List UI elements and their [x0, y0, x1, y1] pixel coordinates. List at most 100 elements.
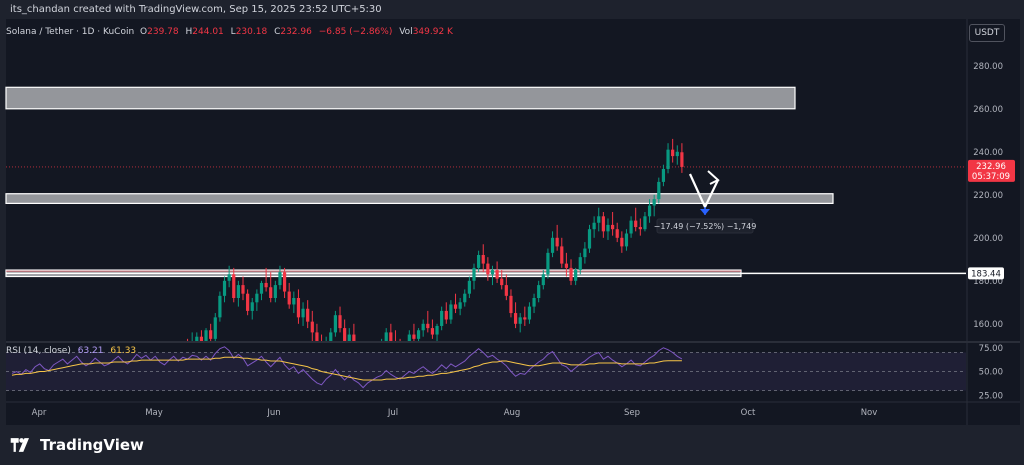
- candle-body: [546, 252, 550, 275]
- time-tick-label: May: [145, 408, 163, 418]
- candle-body: [191, 343, 194, 349]
- candle-body: [597, 216, 601, 223]
- candle-body: [213, 317, 217, 339]
- candle-body: [657, 181, 661, 200]
- price-scale: 280.00 260.00 240.00 220.00 200.00 180.00 160.…: [968, 62, 1015, 401]
- creator-credit: its_chandan created with TradingView.com…: [10, 4, 382, 15]
- candle-body: [195, 336, 199, 341]
- candle-body: [564, 263, 568, 268]
- candle-body: [287, 291, 291, 305]
- low-value: 230.18: [235, 27, 268, 37]
- candle-body: [629, 220, 633, 234]
- candle-body: [527, 306, 532, 320]
- candle-body: [89, 390, 92, 396]
- candle-body: [412, 334, 416, 339]
- rsi-legend[interactable]: RSI (14, close) 63.21 61.33: [6, 346, 136, 356]
- candle-body: [634, 220, 638, 228]
- candle-body: [583, 248, 587, 258]
- price-tick-label: 240.00: [973, 148, 1003, 158]
- candle-body: [541, 274, 545, 286]
- candle-body: [666, 149, 670, 169]
- change-value: −6.85 (−2.86%): [318, 27, 393, 37]
- candle-body: [407, 334, 411, 341]
- time-axis: Apr May Jun Jul Aug Sep Oct Nov: [32, 408, 878, 418]
- candle-body: [449, 304, 453, 320]
- candle-body: [523, 317, 527, 320]
- candle-body: [222, 280, 227, 296]
- candle-body: [560, 246, 564, 264]
- candle-body: [282, 272, 287, 292]
- candle-body: [671, 149, 675, 157]
- rsi-tick-label: 25.00: [979, 391, 1003, 401]
- time-tick-label: Jul: [387, 408, 398, 418]
- price-tick-label: 220.00: [973, 191, 1003, 201]
- time-tick-label: Sep: [624, 408, 640, 418]
- open-key: O: [140, 27, 148, 37]
- zones: [5, 86, 966, 278]
- candle-body: [550, 237, 555, 253]
- level-badge: 183.44: [968, 267, 1004, 280]
- countdown-label: 05:37:09: [972, 172, 1010, 182]
- candle-body: [606, 224, 610, 232]
- price-tick-label: 180.00: [973, 277, 1003, 287]
- close-value: 232.96: [280, 27, 312, 37]
- zone-box: [5, 193, 834, 205]
- candle-body: [380, 347, 383, 351]
- candle-body: [680, 152, 684, 167]
- open-value: 239.78: [147, 27, 179, 37]
- candle-body: [430, 328, 435, 335]
- rsi-tick-label: 75.00: [979, 344, 1003, 354]
- candle-body: [426, 323, 430, 329]
- candle-body: [421, 323, 425, 331]
- rsi-ma-line: [11, 356, 682, 381]
- candle-body: [440, 310, 444, 326]
- candle-body: [569, 267, 573, 281]
- candle-body: [504, 285, 508, 296]
- candle-body: [255, 293, 259, 303]
- rsi-tick-label: 50.00: [979, 368, 1003, 378]
- candle-body: [259, 282, 264, 294]
- candle-body: [246, 293, 250, 311]
- measure-label: −17.49 (−7.52%) −1,749: [654, 222, 757, 231]
- candle-body: [333, 315, 337, 333]
- candle-body: [264, 282, 268, 288]
- level-label: 183.44: [971, 269, 1001, 279]
- candle-body: [306, 308, 310, 322]
- candle-body: [347, 334, 351, 341]
- currency-button[interactable]: USDT: [969, 24, 1005, 42]
- candle-body: [209, 330, 213, 339]
- candle-body: [315, 332, 319, 341]
- candle-body: [338, 315, 342, 329]
- candles: [89, 138, 684, 396]
- candle-body: [204, 330, 208, 341]
- candle-body: [227, 274, 231, 281]
- time-tick-label: Aug: [504, 408, 521, 418]
- arrow-head-icon: [707, 170, 720, 185]
- candle-body: [435, 325, 439, 335]
- candle-body: [301, 308, 305, 318]
- measure-arrow-icon: [700, 209, 710, 215]
- candle-body: [218, 295, 222, 318]
- time-tick-label: Oct: [741, 408, 756, 418]
- time-tick-label: Apr: [32, 408, 47, 418]
- candle-body: [661, 169, 666, 182]
- measure-badge: −17.49 (−7.52%) −1,749: [654, 218, 757, 234]
- candle-body: [477, 255, 481, 268]
- tradingview-logo-icon: [10, 438, 29, 452]
- candle-body: [555, 237, 559, 247]
- candle-body: [458, 302, 462, 309]
- candle-body: [537, 285, 541, 298]
- candle-body: [592, 222, 596, 230]
- candle-body: [416, 330, 421, 339]
- candle-body: [329, 332, 333, 341]
- candle-body: [273, 285, 277, 298]
- symbol-name[interactable]: Solana / Tether · 1D · KuCoin: [6, 27, 135, 37]
- time-tick-label: Jun: [266, 408, 280, 418]
- brand-footer[interactable]: TradingView: [8, 433, 144, 457]
- symbol-legend[interactable]: Solana / Tether · 1D · KuCoin O239.78 H2…: [6, 27, 457, 37]
- candle-body: [310, 321, 314, 333]
- candle-body: [467, 280, 471, 294]
- price-tick-label: 200.00: [973, 234, 1003, 244]
